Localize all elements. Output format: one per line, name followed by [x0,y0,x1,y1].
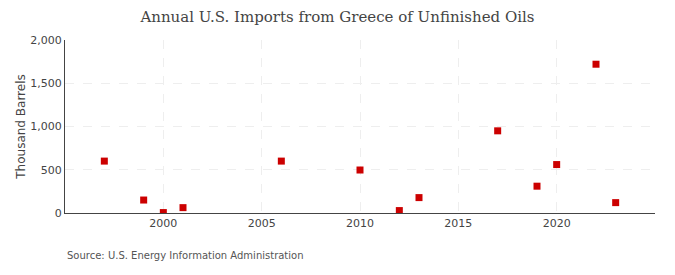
svg-text:2,000: 2,000 [30,34,62,47]
svg-text:2010: 2010 [346,217,374,230]
svg-text:2005: 2005 [248,217,276,230]
svg-text:0: 0 [55,207,62,220]
svg-text:1,500: 1,500 [30,77,62,90]
svg-text:2000: 2000 [149,217,177,230]
svg-text:Thousand Barrels: Thousand Barrels [14,74,28,179]
svg-text:1,000: 1,000 [30,120,62,133]
svg-text:Source: U.S. Energy Informatio: Source: U.S. Energy Information Administ… [67,250,304,261]
svg-text:2015: 2015 [444,217,472,230]
svg-text:500: 500 [41,164,62,177]
svg-text:2020: 2020 [543,217,571,230]
svg-text:Annual U.S. Imports from Greec: Annual U.S. Imports from Greece of Unfin… [139,8,534,26]
